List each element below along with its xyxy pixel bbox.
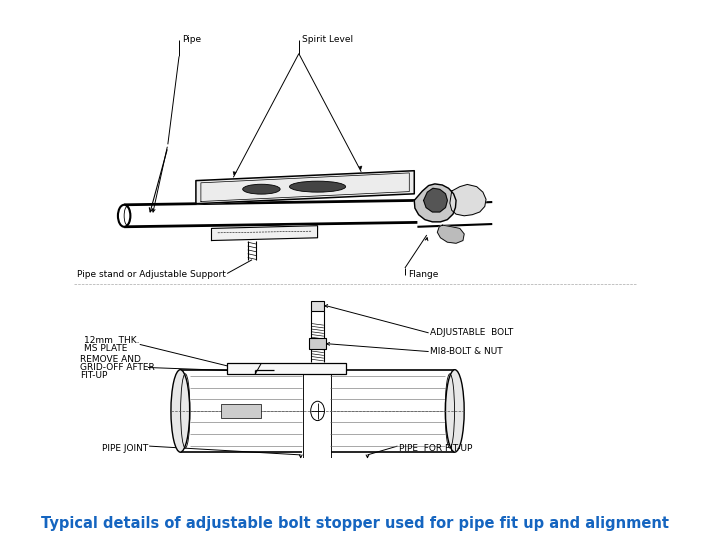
FancyBboxPatch shape: [304, 364, 332, 458]
Text: Flange: Flange: [408, 270, 438, 279]
Text: 12mm  THK.: 12mm THK.: [84, 336, 139, 345]
Ellipse shape: [243, 184, 280, 194]
Polygon shape: [450, 185, 486, 216]
Text: PIPE JOINT: PIPE JOINT: [102, 444, 148, 453]
Text: ADJUSTABLE  BOLT: ADJUSTABLE BOLT: [430, 328, 513, 338]
Ellipse shape: [445, 370, 464, 452]
Polygon shape: [437, 225, 464, 243]
Text: PIPE  FOR FIT-UP: PIPE FOR FIT-UP: [399, 444, 472, 453]
Text: REMOVE AND: REMOVE AND: [80, 355, 141, 364]
FancyBboxPatch shape: [311, 301, 324, 311]
Text: GRID-OFF AFTER: GRID-OFF AFTER: [80, 363, 155, 372]
FancyBboxPatch shape: [227, 363, 346, 374]
Text: Pipe stand or Adjustable Support: Pipe stand or Adjustable Support: [77, 270, 226, 279]
Polygon shape: [424, 188, 447, 212]
Text: Pipe: Pipe: [182, 35, 202, 45]
Text: Spirit Level: Spirit Level: [302, 35, 353, 45]
Ellipse shape: [118, 205, 131, 227]
FancyBboxPatch shape: [221, 404, 261, 418]
Text: MI8-BOLT & NUT: MI8-BOLT & NUT: [430, 347, 503, 356]
Ellipse shape: [290, 181, 346, 192]
Ellipse shape: [171, 370, 190, 452]
Text: Typical details of adjustable bolt stopper used for pipe fit up and alignment: Typical details of adjustable bolt stopp…: [41, 516, 669, 531]
Text: MS PLATE: MS PLATE: [84, 344, 127, 353]
Polygon shape: [212, 225, 317, 240]
Polygon shape: [196, 171, 414, 204]
FancyBboxPatch shape: [310, 338, 326, 349]
Text: FIT-UP: FIT-UP: [80, 371, 108, 379]
Polygon shape: [414, 184, 456, 222]
